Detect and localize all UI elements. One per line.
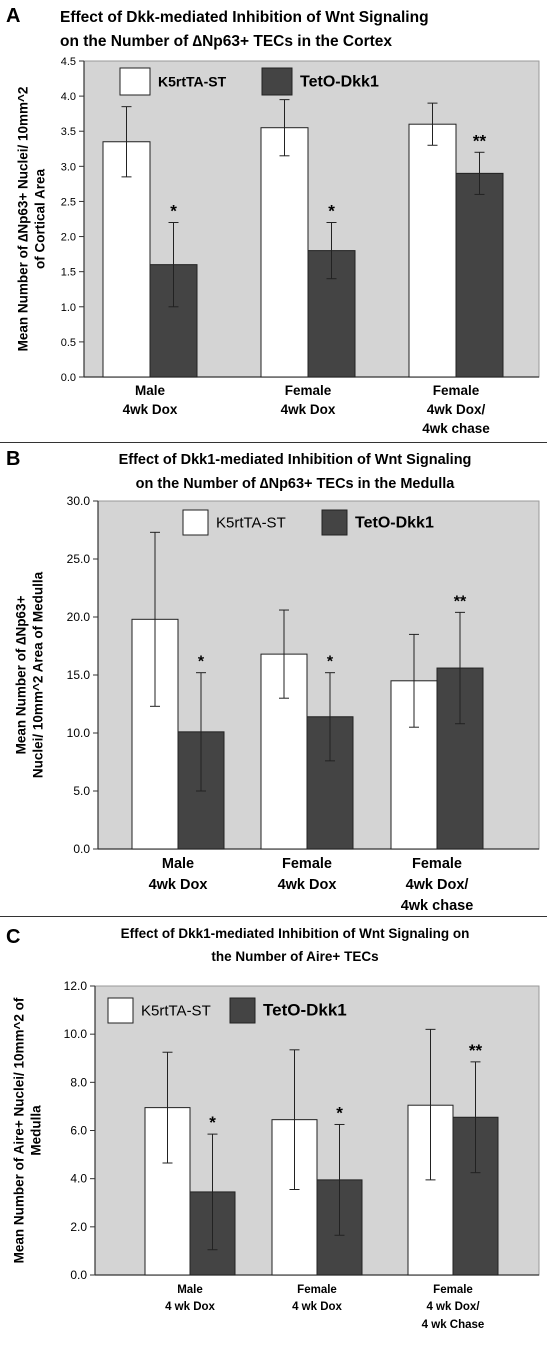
y-tick-label: 1.5 <box>61 267 76 279</box>
y-axis-label-line: of Cortical Area <box>33 168 48 269</box>
x-category-label: Female <box>297 1284 337 1296</box>
legend-label-teto-dkk1: TetO-Dkk1 <box>263 1001 347 1020</box>
x-category-label: 4wk Dox <box>149 877 208 893</box>
y-axis-label-line: Nuclei/ 10mm^2 Area of Medulla <box>31 571 46 778</box>
x-category-label: Female <box>285 383 332 398</box>
panel-divider-ab <box>0 442 547 443</box>
y-tick-label: 3.5 <box>61 126 76 138</box>
x-category-label: Female <box>433 1284 473 1296</box>
significance-marker: * <box>327 654 334 671</box>
x-category-label: 4wk chase <box>401 898 474 914</box>
legend-swatch-k5rtta-st <box>182 509 209 536</box>
significance-marker: ** <box>454 593 467 610</box>
y-tick-label: 2.0 <box>61 232 76 244</box>
y-tick-label: 4.5 <box>61 56 76 68</box>
y-tick-label: 10.0 <box>64 1027 88 1041</box>
x-category-label: Female <box>412 856 462 872</box>
significance-marker: * <box>198 654 205 671</box>
chart-title-line: on the Number of ∆Np63+ TECs in the Medu… <box>136 476 456 492</box>
chart-c-svg: C Effect of Dkk1-mediated Inhibition of W… <box>6 926 540 1331</box>
y-tick-label: 0.0 <box>70 1268 87 1282</box>
x-category-label: 4wk Dox/ <box>427 402 486 417</box>
y-tick-label: 4.0 <box>70 1172 87 1186</box>
x-category-label: 4wk Dox <box>278 877 337 893</box>
y-axis-label-line: Mean Number of ∆Np63+ <box>14 596 29 755</box>
significance-marker: * <box>209 1113 216 1132</box>
panel-letter: A <box>6 5 20 27</box>
significance-marker: * <box>170 202 177 221</box>
legend-label-teto-dkk1: TetO-Dkk1 <box>355 515 434 532</box>
x-category-label: Male <box>177 1284 203 1296</box>
significance-marker: ** <box>473 131 487 150</box>
y-tick-label: 12.0 <box>64 979 88 993</box>
y-axis-label-line: Mean Number of ∆Np63+ Nuclei/ 10mm^2 <box>16 87 31 352</box>
panel-letter: C <box>6 926 20 948</box>
significance-marker: * <box>328 202 335 221</box>
bar-k5rtta-st <box>408 123 457 378</box>
chart-title-line: Effect of Dkk1-mediated Inhibition of Wn… <box>119 452 472 468</box>
y-tick-label: 4.0 <box>61 91 76 103</box>
chart-title-line: Effect of Dkk1-mediated Inhibition of Wn… <box>121 926 470 941</box>
chart-title-line: on the Number of ∆Np63+ TECs in the Cort… <box>60 33 392 50</box>
x-category-label: 4 wk Dox <box>165 1301 215 1313</box>
legend-label-k5rtta-st: K5rtTA-ST <box>158 74 227 90</box>
legend-swatch-teto-dkk1 <box>229 997 256 1024</box>
x-category-label: Male <box>135 383 166 398</box>
legend-swatch-teto-dkk1 <box>261 67 293 96</box>
y-tick-label: 15.0 <box>67 668 91 682</box>
x-category-label: Female <box>282 856 332 872</box>
x-category-label: 4wk Dox/ <box>406 877 469 893</box>
bar-k5rtta-st <box>260 127 309 378</box>
significance-marker: ** <box>469 1041 483 1060</box>
legend-swatch-k5rtta-st <box>119 67 151 96</box>
y-tick-label: 10.0 <box>67 726 91 740</box>
x-category-label: Male <box>162 856 194 872</box>
chart-panel-c: C Effect of Dkk1-mediated Inhibition of W… <box>0 918 547 1361</box>
chart-panel-b: B Effect of Dkk1-mediated Inhibition of W… <box>0 444 547 914</box>
x-category-label: 4wk chase <box>422 421 490 436</box>
x-category-label: Female <box>433 383 480 398</box>
legend-swatch-k5rtta-st <box>107 997 134 1024</box>
x-category-label: 4 wk Chase <box>422 1319 485 1331</box>
y-axis-label-line: Mean Number of Aire+ Nuclei/ 10mm^2 of <box>12 997 27 1263</box>
x-category-label: 4 wk Dox <box>292 1301 342 1313</box>
significance-marker: * <box>336 1103 343 1122</box>
y-tick-label: 2.5 <box>61 196 76 208</box>
x-category-label: 4wk Dox <box>123 402 178 417</box>
y-tick-label: 2.0 <box>70 1220 87 1234</box>
y-tick-label: 5.0 <box>73 784 90 798</box>
chart-panel-a: A Effect of Dkk-mediated Inhibition of Wn… <box>0 0 547 440</box>
panel-letter: B <box>6 448 20 470</box>
y-tick-label: 1.0 <box>61 302 76 314</box>
y-tick-label: 0.5 <box>61 337 76 349</box>
chart-title-line: the Number of Aire+ TECs <box>211 949 378 964</box>
bar-teto-dkk1 <box>455 172 504 378</box>
y-tick-label: 8.0 <box>70 1075 87 1089</box>
x-category-label: 4 wk Dox/ <box>426 1301 480 1313</box>
legend-swatch-teto-dkk1 <box>321 509 348 536</box>
y-tick-label: 6.0 <box>70 1124 87 1138</box>
y-tick-label: 30.0 <box>67 494 91 508</box>
y-tick-label: 3.0 <box>61 161 76 173</box>
y-tick-label: 0.0 <box>73 842 90 856</box>
legend-label-k5rtta-st: K5rtTA-ST <box>141 1003 211 1020</box>
panel-divider-bc <box>0 916 547 917</box>
y-tick-label: 25.0 <box>67 552 91 566</box>
y-axis-label-line: Medulla <box>29 1105 44 1156</box>
chart-a-svg: A Effect of Dkk-mediated Inhibition of Wn… <box>6 5 540 436</box>
y-tick-label: 0.0 <box>61 372 76 384</box>
legend-label-teto-dkk1: TetO-Dkk1 <box>300 74 379 91</box>
y-tick-label: 20.0 <box>67 610 91 624</box>
x-category-label: 4wk Dox <box>281 402 336 417</box>
chart-b-svg: B Effect of Dkk1-mediated Inhibition of W… <box>6 448 540 914</box>
legend-label-k5rtta-st: K5rtTA-ST <box>216 515 286 532</box>
chart-title-line: Effect of Dkk-mediated Inhibition of Wnt… <box>60 9 429 26</box>
